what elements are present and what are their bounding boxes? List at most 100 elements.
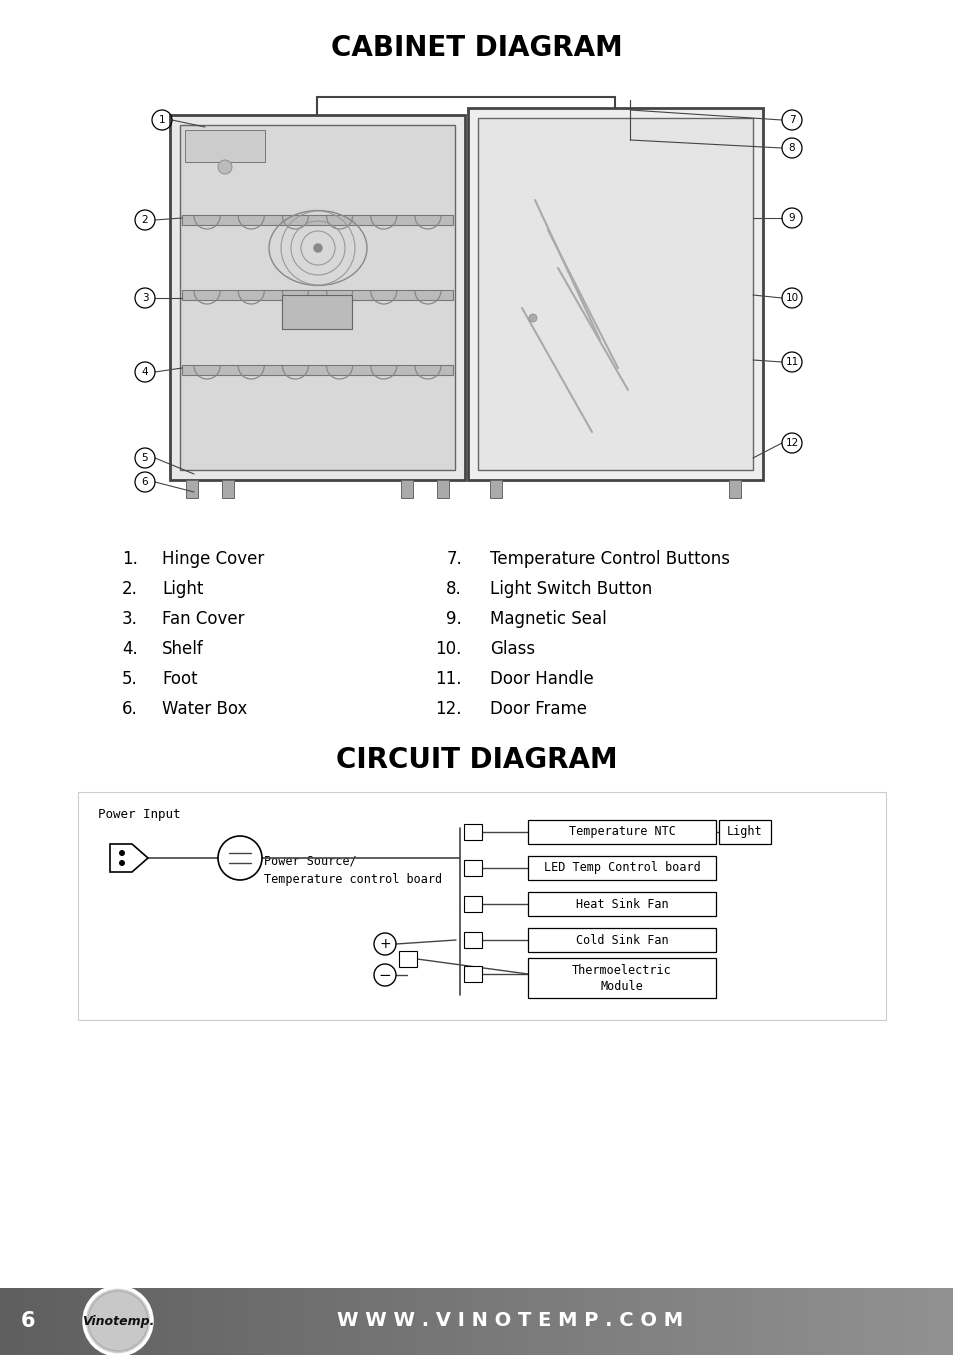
Text: Vinotemp.: Vinotemp. [82,1314,154,1328]
Bar [140,1289,144,1355]
Bar [603,1289,608,1355]
Text: −: − [378,967,391,982]
Bar [664,1289,668,1355]
Bar [848,1289,852,1355]
Bar [883,1289,887,1355]
Text: 7.: 7. [446,550,461,568]
Bar [870,1289,875,1355]
Bar [540,1289,544,1355]
Bar [200,1289,204,1355]
Bar [905,1289,909,1355]
Text: Temperature NTC: Temperature NTC [568,825,675,839]
Text: Thermoelectric: Thermoelectric [572,963,671,977]
Bar [839,1289,842,1355]
Bar [312,1289,315,1355]
Bar [660,1289,665,1355]
Bar [78,793,885,1020]
Bar [191,1289,194,1355]
Bar [426,1289,430,1355]
Bar [331,1289,335,1355]
Bar [677,1289,680,1355]
Bar [750,1289,754,1355]
Bar [651,1289,656,1355]
Bar [521,1289,525,1355]
Bar [556,1289,560,1355]
Bar [588,1289,592,1355]
Bar [133,1289,137,1355]
Bar [943,1289,947,1355]
Bar [931,1289,935,1355]
Bar [29,1289,32,1355]
Bar [19,1289,23,1355]
Bar [289,1289,294,1355]
Text: Shelf: Shelf [162,640,204,659]
Bar [267,1289,271,1355]
Bar [410,1289,414,1355]
Bar [238,1289,242,1355]
Bar [915,1289,919,1355]
Bar [35,1289,39,1355]
Bar [468,108,762,480]
Bar [696,1289,700,1355]
Bar [274,1289,277,1355]
Polygon shape [110,844,148,873]
Bar [527,1289,532,1355]
Text: 11.: 11. [435,669,461,688]
Bar [781,1289,785,1355]
Bar [98,1289,103,1355]
Bar [295,1289,299,1355]
Bar [807,1289,811,1355]
Bar [207,1289,211,1355]
Bar [31,1289,36,1355]
Bar [436,480,449,499]
Bar [438,1289,442,1355]
Text: Power Input: Power Input [98,808,180,821]
Bar [598,1289,601,1355]
Bar [746,1289,751,1355]
Text: +: + [378,938,391,951]
Bar [851,1289,856,1355]
Bar [537,1289,541,1355]
Bar [398,951,416,967]
Bar [505,1289,509,1355]
Text: 8: 8 [788,144,795,153]
Bar [276,1289,280,1355]
Bar [527,820,716,844]
Bar [950,1289,953,1355]
Bar [578,1289,582,1355]
Bar [388,1289,392,1355]
Bar [810,1289,814,1355]
Bar [946,1289,951,1355]
Bar [622,1289,627,1355]
Bar [463,932,481,948]
Bar [798,1289,801,1355]
Bar [213,1289,217,1355]
Bar [734,1289,738,1355]
Bar [769,1289,773,1355]
Bar [457,1289,461,1355]
Bar [924,1289,928,1355]
Bar [334,1289,337,1355]
Bar [803,1289,808,1355]
Bar [861,1289,865,1355]
Bar [896,1289,900,1355]
Bar [527,958,716,999]
Text: Glass: Glass [490,640,535,659]
Bar [886,1289,890,1355]
Bar [639,1289,642,1355]
Bar [229,1289,233,1355]
Text: 2: 2 [142,215,148,225]
Bar [172,1289,175,1355]
Bar [572,1289,576,1355]
Bar [679,1289,684,1355]
Bar [400,480,413,499]
Bar [169,1289,172,1355]
Bar [874,1289,878,1355]
Bar [185,130,265,163]
Bar [463,860,481,875]
Text: 10.: 10. [436,640,461,659]
Bar [193,1289,198,1355]
Text: 5: 5 [142,453,148,463]
Bar [610,1289,614,1355]
Bar [822,1289,827,1355]
